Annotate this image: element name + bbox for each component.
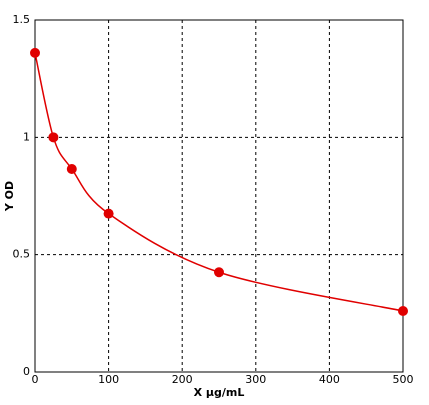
data-point: [30, 47, 40, 58]
data-point: [66, 164, 77, 175]
x-tick-label: 300: [245, 373, 266, 386]
y-tick-label: 1: [23, 130, 30, 143]
plot-frame: [34, 19, 404, 373]
data-point: [398, 305, 408, 316]
y-axis-label: Y OD: [3, 181, 16, 212]
data-point: [103, 208, 114, 219]
y-tick-label: 1.5: [13, 13, 31, 26]
x-axis-label: X μg/mL: [194, 386, 245, 399]
x-tick-label: 0: [32, 373, 39, 386]
x-tick-label: 400: [319, 373, 340, 386]
data-point: [214, 267, 224, 278]
x-tick-label: 200: [172, 373, 193, 386]
data-point: [48, 132, 59, 143]
x-tick-label: 100: [98, 373, 119, 386]
y-tick-label: 0.5: [13, 248, 31, 261]
x-tick-label: 500: [393, 373, 414, 386]
y-tick-label: 0: [23, 365, 30, 378]
